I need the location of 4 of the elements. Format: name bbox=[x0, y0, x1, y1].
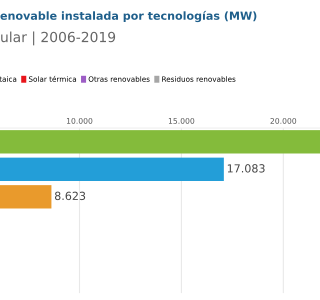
chart-subtitle: ular | 2006-2019 bbox=[1, 31, 116, 46]
data-label: 8.623 bbox=[54, 192, 86, 200]
data-label: 17.083 bbox=[228, 164, 265, 173]
chart-title: enovable instalada por tecnologías (MW) bbox=[0, 10, 256, 22]
